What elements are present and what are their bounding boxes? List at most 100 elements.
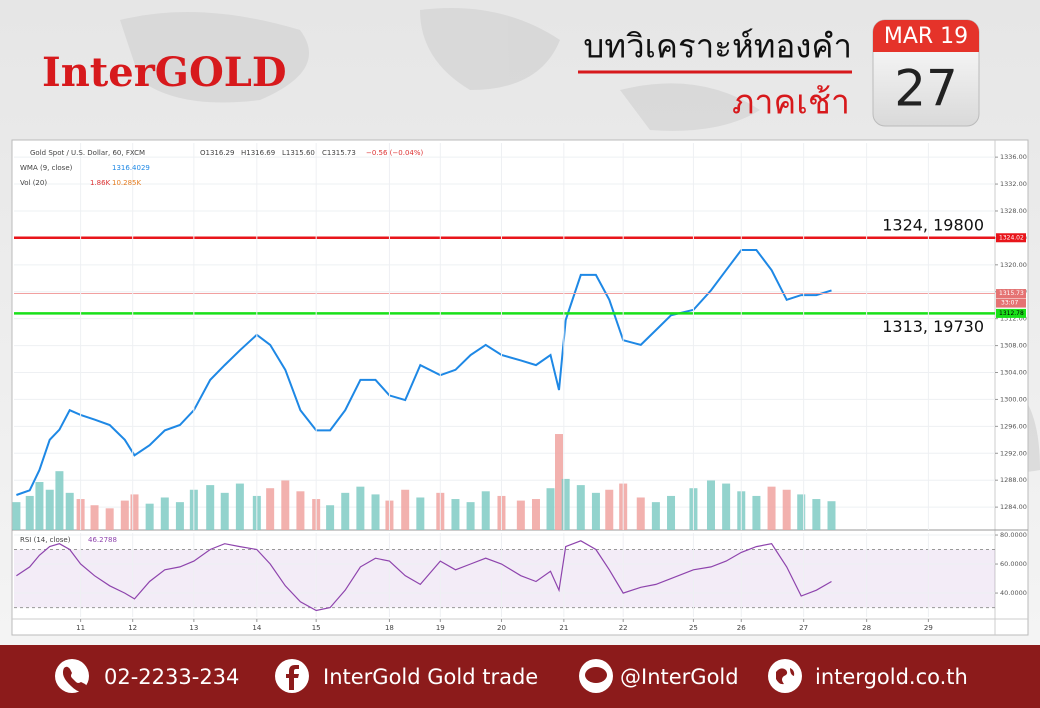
volume-bar (296, 491, 305, 530)
volume-bar (561, 478, 570, 530)
legend-value: 46.2788 (88, 536, 117, 544)
volume-bar (451, 499, 460, 530)
volume-bar (797, 494, 806, 530)
legend-name: Vol (20) (20, 179, 47, 187)
quote-change: −0.56 (−0.04%) (366, 149, 424, 157)
title: บทวิเคราะห์ทองคำ (583, 27, 852, 66)
x-tick-label: 19 (436, 624, 445, 632)
website[interactable]: intergold.co.th (815, 665, 968, 689)
x-tick-label: 25 (689, 624, 698, 632)
x-tick-label: 11 (76, 624, 85, 632)
phone-glyph (62, 666, 88, 692)
volume-bar (722, 483, 731, 530)
volume-bar (145, 503, 154, 530)
volume-bar (546, 488, 555, 530)
footer-band (0, 645, 1040, 708)
x-tick-label: 13 (189, 624, 198, 632)
volume-bar (206, 485, 215, 530)
price-tag-label: 1315.73 (999, 290, 1024, 297)
price-tag-label: 1312.78 (999, 310, 1024, 317)
price-tag (996, 308, 1026, 318)
volume-bar (555, 434, 563, 530)
volume-bar (576, 485, 585, 530)
volume-bar (341, 492, 350, 530)
line-glyph (585, 667, 607, 683)
volume-bar (65, 492, 74, 530)
volume-bar (782, 489, 791, 530)
volume-bar (90, 505, 99, 530)
volume-bar (605, 489, 614, 530)
legend-value: 1316.4029 (112, 164, 150, 172)
y-tick-label: 80.0000 (1000, 531, 1027, 539)
quote-open: O1316.29 (200, 149, 234, 157)
x-tick-label: 22 (619, 624, 628, 632)
calendar-month: MAR 19 (884, 24, 968, 49)
x-tick-label: 21 (559, 624, 568, 632)
legend-name: WMA (9, close) (20, 164, 73, 172)
footer: 02-2233-234 InterGold Gold trade @InterG… (55, 659, 968, 693)
volume-bar (25, 495, 34, 530)
volume-bar (266, 488, 275, 530)
x-tick-label: 14 (252, 624, 261, 632)
y-tick-label: 1292.00 (1000, 449, 1027, 457)
y-tick-label: 1304.00 (1000, 369, 1027, 377)
session: ภาคเช้า (732, 83, 850, 123)
countdown-label: 33:07 (1001, 300, 1018, 307)
x-tick-label: 26 (737, 624, 746, 632)
calendar: MAR 19 27 (872, 19, 980, 127)
countdown-tag (996, 298, 1026, 308)
volume-bar (281, 480, 290, 530)
volume-bar (356, 486, 365, 530)
series-line (16, 540, 832, 612)
y-tick-label: 1320.00 (1000, 261, 1027, 269)
volume-bar (235, 483, 244, 530)
volume-bar (371, 494, 380, 530)
plot: 1284.00 1288.00 1292.00 1296.00 1300.00 1304.… (12, 143, 1027, 632)
price-tag-label: 1324.02 (999, 234, 1024, 241)
volume-bar (220, 492, 229, 530)
line-id[interactable]: @InterGold (620, 665, 739, 689)
legend-value: 10.285K (112, 179, 141, 187)
facebook-glyph (286, 665, 299, 690)
rsi-band (14, 549, 995, 608)
x-tick-label: 20 (497, 624, 506, 632)
volume-bar (752, 495, 761, 530)
legend-name: RSI (14, close) (20, 536, 71, 544)
volume-bar (120, 500, 129, 530)
volume-bar (812, 499, 821, 530)
y-tick-label: 1332.00 (1000, 180, 1027, 188)
calendar-top (873, 20, 979, 52)
volume-bar (531, 499, 540, 530)
phone[interactable]: 02-2233-234 (104, 665, 239, 689)
series-line (16, 249, 832, 496)
price-tag (996, 233, 1026, 243)
y-tick-label: 1336.00 (1000, 153, 1027, 161)
y-tick-label: 1288.00 (1000, 476, 1027, 484)
y-tick-label: 40.0000 (1000, 589, 1027, 597)
y-tick-label: 1284.00 (1000, 503, 1027, 511)
volume-bar (516, 500, 525, 530)
level-note: 1324, 19800 (882, 215, 984, 234)
y-tick-label: 1312.00 (1000, 315, 1027, 323)
volume-bar (12, 502, 21, 530)
price-tag (996, 289, 1026, 299)
volume-bar (130, 494, 139, 530)
volume-bar (651, 502, 660, 530)
volume-bar (667, 495, 676, 530)
volume-bar (175, 502, 184, 530)
volume-bar (706, 480, 715, 530)
volume-bar (827, 501, 836, 530)
quote-low: L1315.60 (282, 149, 315, 157)
y-tick-label: 1296.00 (1000, 422, 1027, 430)
brand: InterGOLD (42, 49, 287, 96)
web-glyph (776, 668, 795, 685)
volume-bar (416, 497, 425, 530)
x-tick-label: 18 (385, 624, 394, 632)
quote-high: H1316.69 (241, 149, 275, 157)
volume-bar (636, 497, 645, 530)
volume-bar (45, 489, 54, 530)
x-tick-label: 28 (862, 624, 871, 632)
facebook[interactable]: InterGold Gold trade (323, 665, 538, 689)
